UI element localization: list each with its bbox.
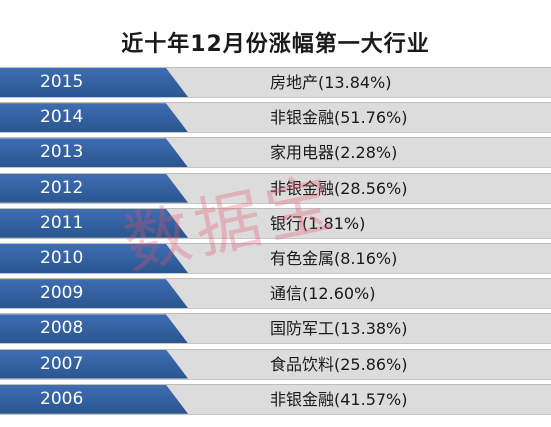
year-cell: 2010 [40,247,84,268]
year-cell: 2009 [40,283,84,304]
year-band [0,314,188,344]
year-band [0,173,188,203]
year-cell: 2011 [40,212,84,233]
table-row: 2007 食品饮料(25.86%) [0,348,551,380]
industry-cell: 非银金融(28.56%) [270,178,408,198]
table-row: 2013 家用电器(2.28%) [0,137,551,169]
industry-cell: 有色金属(8.16%) [270,248,398,268]
year-cell: 2014 [40,107,84,128]
table-row: 2010 有色金属(8.16%) [0,242,551,274]
page-title: 近十年12月份涨幅第一大行业 [121,32,430,57]
year-cell: 2012 [40,177,84,198]
year-cell: 2007 [40,353,84,374]
industry-cell: 房地产(13.84%) [270,73,392,92]
table-row: 2008 国防军工(13.38%) [0,313,551,345]
year-band [0,349,188,379]
year-band [0,103,188,133]
year-band [0,208,188,238]
year-cell: 2008 [40,318,84,339]
year-band [0,138,188,168]
table-row: 2011 银行(1.81%) [0,207,551,239]
table-row: 2006 非银金融(41.57%) [0,383,551,415]
year-band [0,279,188,309]
industry-cell: 通信(12.60%) [270,284,376,304]
industry-table: 2015 房地产(13.84%) 2014 非银金融(51.76%) 2013 … [0,67,551,419]
year-cell: 2015 [40,72,84,92]
industry-cell: 家用电器(2.28%) [270,143,398,163]
industry-cell: 非银金融(51.76%) [270,108,408,128]
industry-cell: 食品饮料(25.86%) [270,354,408,374]
year-cell: 2006 [40,388,84,409]
industry-cell: 银行(1.81%) [270,213,366,233]
year-band [0,384,188,414]
table-row: 2012 非银金融(28.56%) [0,172,551,204]
year-cell: 2013 [40,142,84,163]
year-band [0,68,188,97]
table-row: 2015 房地产(13.84%) [0,67,551,98]
table-row: 2009 通信(12.60%) [0,278,551,310]
table-row: 2014 非银金融(51.76%) [0,102,551,134]
industry-cell: 非银金融(41.57%) [270,389,408,409]
year-band [0,243,188,273]
industry-cell: 国防军工(13.38%) [270,319,408,339]
